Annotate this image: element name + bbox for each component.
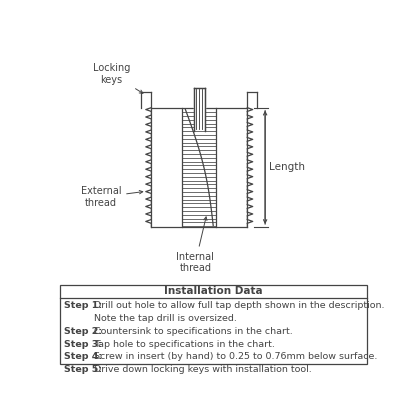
Text: Step 2:: Step 2: xyxy=(64,327,102,336)
Bar xyxy=(194,88,205,131)
Text: Length: Length xyxy=(269,162,305,172)
Text: External
thread: External thread xyxy=(81,186,143,208)
Text: Countersink to specifications in the chart.: Countersink to specifications in the cha… xyxy=(94,327,292,336)
Text: Locking
keys: Locking keys xyxy=(93,63,143,93)
Text: Step 4:: Step 4: xyxy=(64,352,102,361)
Text: Drive down locking keys with installation tool.: Drive down locking keys with installatio… xyxy=(94,365,312,374)
Bar xyxy=(195,108,204,131)
Text: Tap hole to specifications in the chart.: Tap hole to specifications in the chart. xyxy=(94,339,275,349)
Text: Note the tap drill is oversized.: Note the tap drill is oversized. xyxy=(94,314,237,323)
Text: Step 1:: Step 1: xyxy=(64,301,102,310)
Bar xyxy=(60,285,366,364)
Text: Step 5:: Step 5: xyxy=(64,365,102,374)
Text: Screw in insert (by hand) to 0.25 to 0.76mm below surface.: Screw in insert (by hand) to 0.25 to 0.7… xyxy=(94,352,377,361)
Text: Internal
thread: Internal thread xyxy=(176,217,214,273)
Text: Step 3:: Step 3: xyxy=(64,339,102,349)
Text: Drill out hole to allow full tap depth shown in the description.: Drill out hole to allow full tap depth s… xyxy=(94,301,384,310)
Text: Installation Data: Installation Data xyxy=(164,286,262,296)
